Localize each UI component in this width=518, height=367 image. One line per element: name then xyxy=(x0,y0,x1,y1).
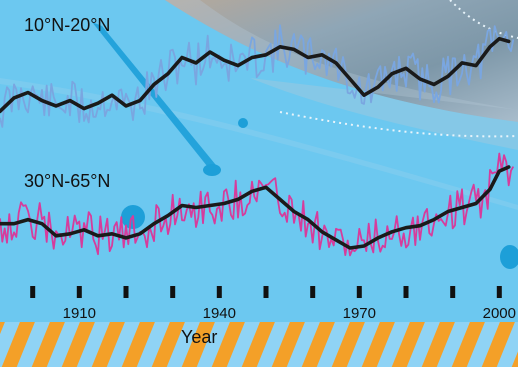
x-axis-tick-labels: 1910 1940 1970 2000 xyxy=(63,305,516,322)
hazard-stripe-band xyxy=(0,322,518,367)
x-tick-1950 xyxy=(263,286,269,298)
x-tick-1940 xyxy=(216,286,222,298)
x-tick-1930 xyxy=(170,286,176,298)
x-tick-1980 xyxy=(403,286,409,298)
annual-line-10n-20n xyxy=(0,24,515,128)
comet-tail-blob xyxy=(203,164,221,176)
x-tick-1920 xyxy=(123,286,129,298)
x-tick-label-1910: 1910 xyxy=(63,305,96,322)
x-tick-1960 xyxy=(310,286,316,298)
x-tick-1900 xyxy=(30,286,36,298)
orbit-dotted-arc-upper xyxy=(449,0,518,39)
panel-30n-65n: 30°N-65°N xyxy=(0,152,515,257)
x-axis-label: Year xyxy=(181,327,217,347)
x-axis-ticks xyxy=(30,286,502,298)
x-tick-1990 xyxy=(450,286,456,298)
panel-label-10n-20n: 10°N-20°N xyxy=(24,15,110,35)
smoothed-line-10n-20n xyxy=(0,36,511,114)
x-tick-1970 xyxy=(356,286,362,298)
bubble-edge xyxy=(500,245,518,269)
bubble-small xyxy=(238,118,248,128)
x-tick-label-2000: 2000 xyxy=(483,305,516,322)
orbit-dotted-arc xyxy=(279,111,518,138)
x-tick-1910 xyxy=(76,286,82,298)
smoothed-line-30n-65n xyxy=(0,165,511,250)
panel-label-30n-65n: 30°N-65°N xyxy=(24,171,110,191)
x-tick-label-1970: 1970 xyxy=(343,305,376,322)
panel-10n-20n: 10°N-20°N xyxy=(0,15,515,128)
x-tick-2000 xyxy=(496,286,502,298)
x-tick-label-1940: 1940 xyxy=(203,305,236,322)
